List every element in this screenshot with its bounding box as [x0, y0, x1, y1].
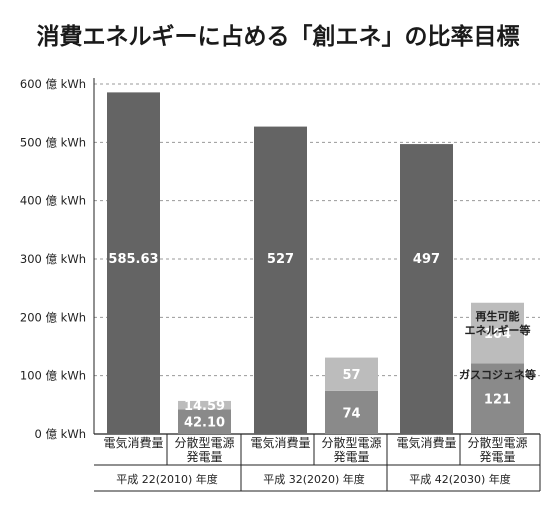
renewable-segment — [178, 400, 231, 410]
y-tick-label: 300 億 kWh — [20, 252, 86, 266]
bars — [107, 92, 524, 435]
renewable-value-label: 57 — [342, 368, 360, 383]
group-label: 平成 22(2010) 年度 — [116, 472, 218, 486]
cogeneration-value-label: 121 — [484, 393, 511, 408]
renewable-segment — [471, 302, 524, 364]
renewable-annotation: 再生可能 — [476, 309, 520, 323]
y-tick-label: 200 億 kWh — [20, 310, 86, 324]
chart-title: 消費エネルギーに占める「創エネ」の比率目標 — [37, 23, 520, 50]
consumption-bar — [107, 92, 160, 434]
y-tick-label: 500 億 kWh — [20, 135, 86, 149]
group-label: 平成 42(2030) 年度 — [409, 472, 511, 486]
y-tick-label: 0 億 kWh — [35, 427, 86, 441]
cogeneration-segment — [178, 409, 231, 434]
y-tick-label: 100 億 kWh — [20, 369, 86, 383]
grid-lines — [93, 78, 541, 492]
bar-labels: 585.63 42.10 14.59 527 74 57 497 121 104 再生可能エネルギ… — [108, 252, 536, 431]
consumption-value-label: 585.63 — [108, 252, 158, 267]
cogeneration-value-label: 74 — [342, 406, 360, 421]
cogeneration-segment — [325, 390, 378, 434]
consumption-bar — [254, 126, 307, 434]
category-label: 電気消費量 — [396, 435, 456, 450]
group-label: 平成 32(2020) 年度 — [263, 472, 365, 486]
category-label: 発電量 — [333, 450, 369, 464]
category-label: 電気消費量 — [250, 435, 310, 450]
category-label: 発電量 — [186, 450, 222, 464]
y-tick-label: 600 億 kWh — [20, 77, 86, 91]
renewable-segment — [325, 357, 378, 391]
y-tick-label: 400 億 kWh — [20, 194, 86, 208]
cogeneration-segment — [471, 363, 524, 434]
renewable-value-label: 104 — [484, 327, 511, 342]
category-label: 分散型電源 — [467, 435, 527, 450]
y-axis-ticks: 0 億 kWh 100 億 kWh 200 億 kWh 300 億 kWh 400 億 … — [20, 77, 86, 441]
category-label: 分散型電源 — [321, 435, 381, 450]
category-label: 分散型電源 — [174, 435, 234, 450]
renewable-annotation: エネルギー等 — [465, 323, 531, 337]
category-label: 発電量 — [479, 450, 515, 464]
cogeneration-value-label: 42.10 — [184, 416, 225, 431]
consumption-bar — [400, 144, 453, 435]
consumption-value-label: 497 — [413, 252, 440, 267]
category-label: 電気消費量 — [103, 435, 163, 450]
cogeneration-annotation: ガスコジェネ等 — [459, 367, 536, 381]
renewable-value-label: 14.59 — [184, 399, 225, 414]
consumption-value-label: 527 — [267, 252, 294, 267]
